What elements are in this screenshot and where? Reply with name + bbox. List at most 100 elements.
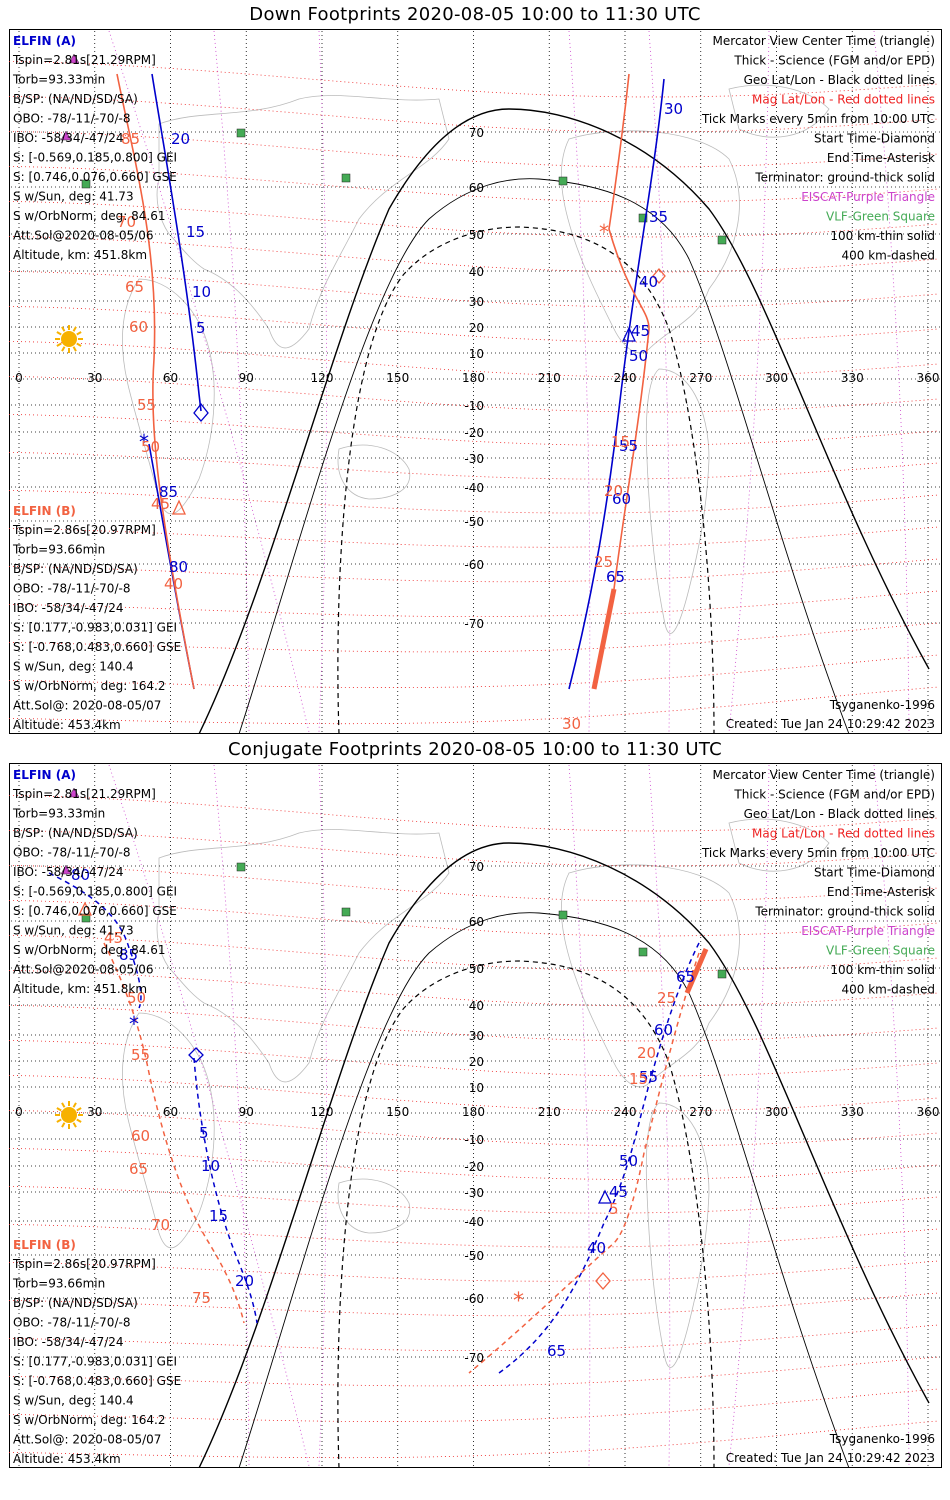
continent-outline-5 xyxy=(728,84,830,138)
mag-meridian-line xyxy=(108,764,310,1467)
elfin-b-track-east xyxy=(608,73,650,590)
elfin-a-track-south xyxy=(193,1057,258,1324)
longitude-tick-label: 240 xyxy=(614,371,637,385)
elfin-b-info-line: S w/Sun, deg: 140.4 xyxy=(13,660,134,674)
vlf-station-square xyxy=(558,176,568,186)
conjugate-footprints-map: **80855101520455055606540654550556065707… xyxy=(9,763,942,1468)
elfin-b-info-line: B/SP: (NA/ND/SD/SA) xyxy=(13,562,138,576)
mag-latitude-line xyxy=(9,829,940,867)
elfin-b-info-line: S: [0.177,-0.983,0.031] GEI xyxy=(13,621,177,635)
elfin-b-track-label: 85 xyxy=(121,130,140,148)
vlf-station-square xyxy=(236,862,246,872)
legend-entry: 400 km-dashed xyxy=(841,249,935,263)
longitude-tick-label: 330 xyxy=(841,371,864,385)
longitude-tick-label: 210 xyxy=(538,371,561,385)
elfin-b-info-line: S w/Sun, deg: 140.4 xyxy=(13,1394,134,1408)
latitude-tick-label: -10 xyxy=(464,399,484,413)
elfin-a-track-label: 10 xyxy=(201,1157,220,1175)
elfin-b-center-triangle xyxy=(171,499,187,515)
down-footprints-map: * * 20 15 10 5 30 35 40 45 50 55 60 65 85 80 85 70 65 60 55 5… xyxy=(9,29,942,734)
elfin-a-center-triangle xyxy=(621,326,637,342)
panel-title-conjugate: Conjugate Footprints 2020-08-05 10:00 to… xyxy=(228,739,722,760)
sun-ray xyxy=(61,1122,66,1128)
elfin-b-info-line: Att.Sol@: 2020-08-05/07 xyxy=(13,699,161,713)
elfin-a-track-label: 15 xyxy=(186,223,205,241)
latitude-tick-label: -30 xyxy=(464,1186,484,1200)
sun-ray xyxy=(56,331,62,336)
sun-ray xyxy=(61,346,66,352)
longitude-tick-label: 60 xyxy=(163,371,178,385)
terminator-ground-line xyxy=(198,842,930,1468)
elfin-a-track-label: 80 xyxy=(71,866,90,884)
elfin-b-track-west xyxy=(116,73,195,690)
legend-entry: Thick - Science (FGM and/or EPD) xyxy=(733,788,935,802)
vlf-station-square xyxy=(81,913,91,923)
latitude-tick-label: 20 xyxy=(469,1055,484,1069)
longitude-tick-label: 150 xyxy=(386,371,409,385)
continent-outline-4 xyxy=(645,1102,710,1368)
latitude-tick-label: -40 xyxy=(464,481,484,495)
elfin-b-track-label: 40 xyxy=(164,575,183,593)
legend-entry: 100 km-thin solid xyxy=(830,963,935,977)
vlf-station-square xyxy=(558,910,568,920)
longitude-tick-label: 360 xyxy=(917,1105,940,1119)
elfin-a-info-line: S: [-0.569,0.185,0.800] GEI xyxy=(13,151,177,165)
elfin-b-info-line: OBO: -78/-11/-70/-8 xyxy=(13,1316,130,1330)
elfin-b-track-label: 50 xyxy=(127,989,146,1007)
mag-latitude-line xyxy=(9,270,940,308)
elfin-b-track-label: 70 xyxy=(151,1216,170,1234)
elfin-b-track-east xyxy=(468,952,700,1374)
longitude-tick-label: 180 xyxy=(462,1105,485,1119)
legend-entry: Thick - Science (FGM and/or EPD) xyxy=(733,54,935,68)
mag-latitude-line xyxy=(9,969,940,1007)
vlf-station-square xyxy=(638,947,648,957)
elfin-a-info-line: Altitude, km: 451.8km xyxy=(13,248,147,262)
elfin-a-track-label: 65 xyxy=(547,1342,566,1360)
elfin-a-track-label: 5 xyxy=(196,319,206,337)
elfin-b-info-line: S: [0.177,-0.983,0.031] GEI xyxy=(13,1355,177,1369)
elfin-a-track-label: 10 xyxy=(192,283,211,301)
elfin-b-track-label: 65 xyxy=(129,1160,148,1178)
elfin-a-track-label: 20 xyxy=(235,1272,254,1290)
elfin-a-start-diamond xyxy=(193,402,209,422)
elfin-b-header: ELFIN (B) xyxy=(13,504,76,518)
longitude-tick-label: 270 xyxy=(689,1105,712,1119)
elfin-b-track-label: 65 xyxy=(125,278,144,296)
latitude-tick-label: 10 xyxy=(469,347,484,361)
vlf-station-square xyxy=(341,173,351,183)
mag-latitude-line xyxy=(9,1109,940,1147)
elfin-a-track-east xyxy=(498,942,700,1374)
mag-latitude-line xyxy=(9,305,940,343)
sun-ray xyxy=(76,1107,82,1112)
legend-entry: Geo Lat/Lon - Black dotted lines xyxy=(744,73,935,87)
elfin-a-track-north xyxy=(151,73,202,412)
elfin-a-info-line: S: [0.746,0.076,0.660] GSE xyxy=(13,170,177,184)
elfin-a-info-line: Torb=93.33min xyxy=(12,73,105,87)
elfin-a-info-line: OBO: -78/-11/-70/-8 xyxy=(13,846,130,860)
mag-latitude-line xyxy=(9,1004,940,1042)
elfin-a-start-diamond xyxy=(188,1047,204,1063)
continent-outline-4 xyxy=(645,368,710,634)
latitude-tick-label: 70 xyxy=(469,860,484,874)
elfin-b-science-segment xyxy=(684,948,709,994)
elfin-a-track-label: 60 xyxy=(612,490,631,508)
elfin-a-track-label: 85 xyxy=(159,483,178,501)
sun-ray xyxy=(72,1102,77,1108)
eiscat-station-triangle xyxy=(60,130,72,141)
sun-icon xyxy=(61,331,77,347)
elfin-b-science-segment xyxy=(591,588,617,690)
elfin-a-end-asterisk: * xyxy=(139,430,149,454)
elfin-b-track-label: 50 xyxy=(141,438,160,456)
terminator-400km-line xyxy=(337,960,715,1468)
latitude-tick-label: 70 xyxy=(469,126,484,140)
mag-latitude-line xyxy=(9,1039,940,1077)
elfin-a-track-west xyxy=(48,872,142,1009)
legend-entry: Mag Lat/Lon - Red dotted lines xyxy=(752,827,935,841)
panel-title-down: Down Footprints 2020-08-05 10:00 to 11:3… xyxy=(249,4,701,25)
elfin-b-track-label: 60 xyxy=(129,318,148,336)
longitude-tick-label: 180 xyxy=(462,371,485,385)
latitude-tick-label: -70 xyxy=(464,617,484,631)
elfin-a-track-label: 50 xyxy=(629,347,648,365)
latitude-tick-label: 40 xyxy=(469,999,484,1013)
elfin-b-track-label: 70 xyxy=(117,213,136,231)
